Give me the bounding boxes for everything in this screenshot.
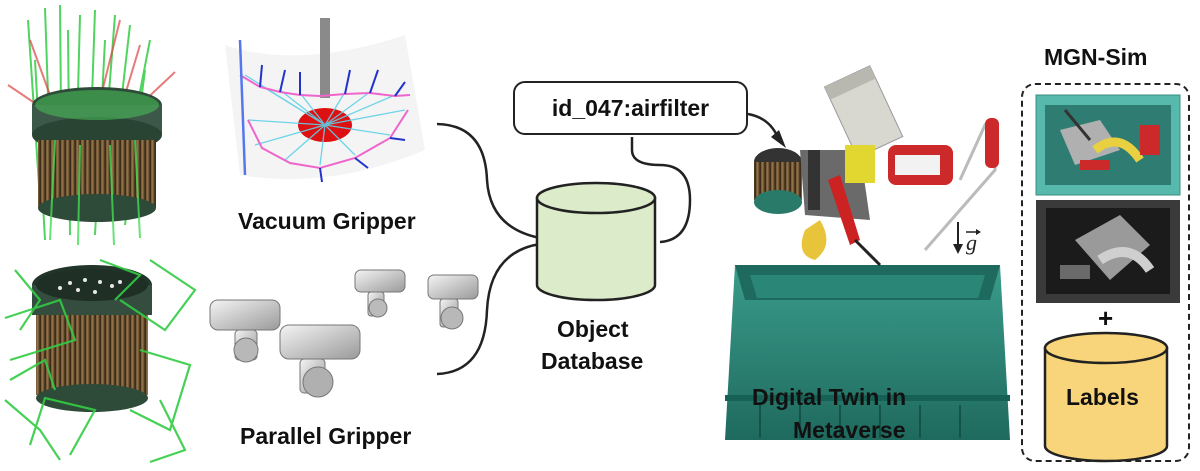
object-database-label-line1: Object bbox=[557, 316, 629, 342]
object-id-box: id_047:airfilter bbox=[513, 81, 748, 135]
object-database-label-line2: Database bbox=[541, 348, 644, 374]
labels-cylinder bbox=[1043, 331, 1169, 463]
object-database-cylinder bbox=[535, 181, 657, 302]
arrowhead bbox=[771, 130, 786, 148]
parallel-gripper-illustration bbox=[209, 269, 479, 398]
mgn-sim-rgb-render bbox=[1035, 94, 1181, 196]
mgn-sim-panel bbox=[1021, 83, 1190, 462]
labels-cylinder-text: Labels bbox=[1066, 384, 1139, 410]
vacuum-gripper-illustration bbox=[225, 18, 425, 183]
object-id-text: id_047:airfilter bbox=[551, 94, 710, 121]
parallel-sample-filter-illustration bbox=[4, 258, 197, 464]
vacuum-gripper-label: Vacuum Gripper bbox=[238, 208, 416, 234]
mgn-sim-title: MGN-Sim bbox=[1044, 44, 1148, 70]
digital-twin-scene bbox=[725, 65, 1010, 440]
svg-text:g: g bbox=[966, 230, 977, 255]
parallel-gripper-label: Parallel Gripper bbox=[240, 423, 412, 449]
vacuum-sample-filter-illustration bbox=[7, 4, 176, 246]
digital-twin-label-line1: Digital Twin in bbox=[752, 384, 907, 410]
plus-sign: + bbox=[1098, 303, 1114, 333]
gravity-vector-icon: g bbox=[953, 222, 981, 255]
mgn-sim-depth-render bbox=[1036, 200, 1180, 303]
digital-twin-label-line2: Metaverse bbox=[793, 417, 906, 443]
